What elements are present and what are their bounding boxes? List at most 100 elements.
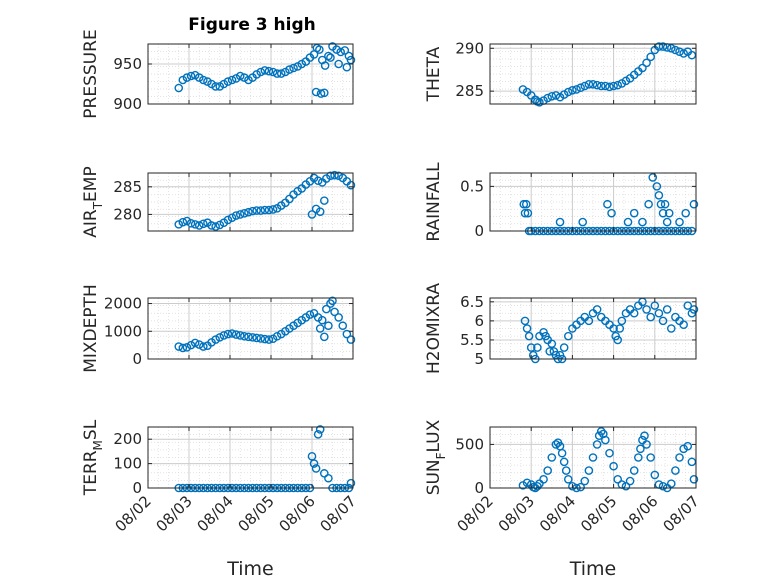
data-point (330, 170, 339, 180)
data-point (307, 210, 317, 219)
data-point (240, 209, 249, 218)
data-point (687, 50, 697, 60)
data-point (342, 62, 352, 72)
data-point (324, 51, 333, 61)
data-point (555, 217, 565, 227)
data-point (559, 343, 569, 352)
data-point (260, 66, 270, 75)
data-point (194, 340, 204, 349)
y-tick-label: 280 (113, 205, 142, 223)
data-point (584, 79, 594, 89)
data-point (642, 440, 651, 449)
data-point (330, 307, 339, 317)
data-point (215, 220, 225, 230)
data-point (578, 217, 588, 227)
x-tick-label: 08/04 (194, 492, 237, 535)
subplot-4: 0 0.5 RAINFALL (424, 162, 699, 242)
data-point (605, 448, 614, 458)
data-point (523, 208, 533, 218)
data-point (679, 49, 688, 58)
data-point (603, 199, 612, 209)
data-point (526, 343, 536, 352)
y-tick-label: 0 (132, 350, 142, 368)
data-point (563, 87, 573, 97)
data-point (324, 473, 333, 483)
data-point (617, 316, 627, 326)
data-point (326, 171, 335, 181)
data-point (660, 199, 670, 209)
data-point (522, 478, 532, 488)
data-point (346, 478, 356, 488)
y-tick-label: 1000 (104, 322, 142, 340)
data-point (235, 331, 245, 340)
data-point (309, 459, 319, 468)
data-point (650, 470, 660, 480)
y-tick-label: 100 (113, 455, 142, 473)
y-axis-label: SUNFLUX (424, 419, 448, 495)
subplot-6: 55.566.5 H2OMIXRA (424, 283, 699, 374)
data-point (662, 217, 672, 227)
data-point (316, 89, 326, 98)
data-point (186, 340, 196, 350)
data-point (338, 321, 348, 331)
data-point (654, 308, 664, 318)
data-point (592, 440, 602, 449)
data-point (666, 43, 676, 53)
data-point (539, 474, 548, 484)
data-point (666, 324, 676, 333)
data-point (658, 42, 668, 51)
data-point (547, 453, 557, 462)
data-point (182, 216, 192, 226)
data-point (211, 335, 220, 344)
data-point (248, 206, 257, 216)
y-tick-label: 950 (113, 55, 142, 73)
data-point (584, 316, 594, 326)
data-point (535, 97, 544, 107)
data-point (584, 466, 594, 475)
data-point (576, 83, 585, 93)
axes-box (489, 297, 697, 360)
data-point (646, 453, 655, 462)
subplot-1: 900 950 PRESSURE (81, 29, 356, 119)
data-point (322, 304, 331, 314)
y-axis-label: THETA (424, 46, 444, 102)
data-point (679, 320, 688, 329)
data-point (638, 217, 647, 227)
data-point (592, 80, 602, 90)
data-point (248, 333, 257, 342)
y-tick-label: 0 (474, 479, 484, 497)
data-point (563, 474, 573, 484)
data-point (625, 476, 635, 486)
y-tick-label: 285 (113, 178, 142, 196)
data-point (231, 211, 241, 220)
data-point (671, 466, 680, 475)
data-point (520, 208, 530, 218)
y-tick-label: 0.5 (460, 177, 484, 195)
data-point (186, 71, 196, 81)
data-point (315, 425, 325, 434)
y-tick-label: 6.5 (460, 293, 484, 311)
x-tick-label: 08/07 (317, 492, 360, 535)
data-point (182, 73, 192, 82)
data-point (613, 335, 623, 345)
subplot-3: 280 285 AIRTEMP (81, 166, 356, 238)
data-point (609, 81, 618, 91)
figure-title: Figure 3 high (188, 15, 316, 35)
y-axis-label: AIRTEMP (81, 166, 105, 237)
data-point (268, 67, 278, 77)
data-point (252, 333, 261, 343)
data-point (613, 474, 623, 484)
data-point (683, 441, 693, 451)
data-point (319, 196, 329, 205)
data-point (601, 435, 610, 445)
data-point (519, 199, 529, 209)
data-point (199, 75, 208, 85)
axes-box (489, 172, 697, 232)
data-point (594, 431, 604, 441)
data-point (256, 334, 266, 343)
data-point (658, 208, 668, 218)
y-axis-label: H2OMIXRA (424, 283, 444, 374)
y-tick-label: 5 (474, 350, 484, 368)
data-point (227, 75, 237, 85)
data-point (311, 464, 321, 473)
